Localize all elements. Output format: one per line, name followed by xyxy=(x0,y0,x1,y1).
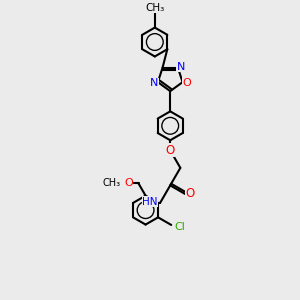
Text: O: O xyxy=(186,188,195,200)
Text: HN: HN xyxy=(142,197,158,207)
Text: N: N xyxy=(150,78,159,88)
Text: O: O xyxy=(182,78,191,88)
Text: N: N xyxy=(177,62,185,72)
Text: Cl: Cl xyxy=(175,222,185,232)
Text: O: O xyxy=(166,144,175,157)
Text: CH₃: CH₃ xyxy=(145,3,164,13)
Text: CH₃: CH₃ xyxy=(102,178,121,188)
Text: O: O xyxy=(124,178,133,188)
